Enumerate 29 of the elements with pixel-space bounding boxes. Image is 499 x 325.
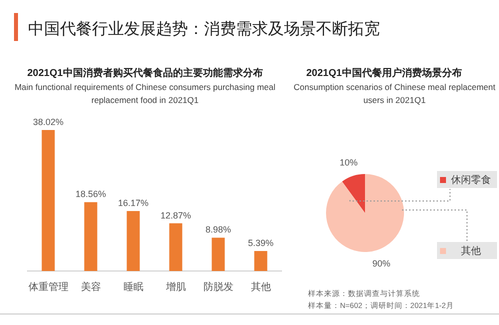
x-tick-label: 美容 bbox=[80, 281, 101, 293]
bar bbox=[126, 211, 140, 271]
chart-subtitle: Main functional requirements of Chinese consumers purchasing meal replacement food in 2021Q1 bbox=[14, 81, 276, 107]
x-tick-label: 防脱发 bbox=[203, 281, 234, 293]
chart-title: 2021Q1中国代餐用户消费场景分布 bbox=[306, 67, 462, 79]
bar bbox=[84, 202, 98, 271]
data-label: 16.17% bbox=[118, 198, 149, 208]
data-label: 8.98% bbox=[205, 224, 232, 235]
x-tick-label: 体重管理 bbox=[28, 281, 68, 293]
legend-label: 休闲零食 bbox=[451, 174, 491, 186]
bar bbox=[169, 223, 182, 271]
x-tick-label: 其他 bbox=[250, 281, 271, 293]
chart-subtitle: Consumption scenarios of Chinese meal replacement users in 2021Q1 bbox=[292, 81, 496, 107]
chart-title: 2021Q1中国消费者购买代餐食品的主要功能需求分布 bbox=[27, 67, 263, 79]
pie-slice bbox=[342, 174, 365, 213]
data-label: 10% bbox=[340, 158, 358, 168]
text: 中国代餐行业发展趋势：消费需求及场景不断拓宽 bbox=[28, 20, 380, 38]
pie-slice bbox=[326, 174, 404, 252]
x-tick-label: 睡眠 bbox=[123, 281, 144, 293]
data-label: 38.02% bbox=[32, 117, 64, 127]
data-label: 12.87% bbox=[160, 210, 192, 220]
bar bbox=[42, 130, 55, 271]
data-label: 5.39% bbox=[248, 238, 274, 248]
data-label: 90% bbox=[372, 258, 390, 268]
legend-label: 其他 bbox=[461, 245, 481, 257]
data-label: 18.56% bbox=[75, 189, 106, 200]
x-tick-label: 增肌 bbox=[164, 281, 186, 293]
bar bbox=[212, 238, 225, 271]
bar bbox=[254, 251, 268, 271]
